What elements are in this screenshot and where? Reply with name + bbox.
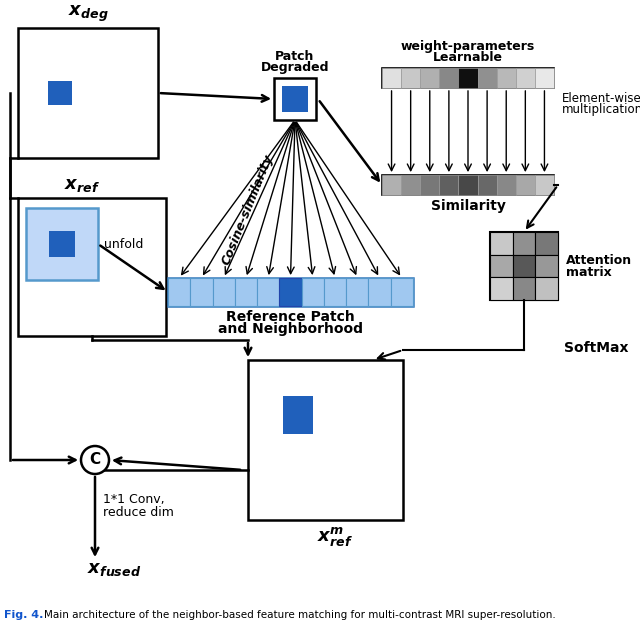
Text: Learnable: Learnable [433,51,503,64]
Bar [477,68,497,88]
Text: Attention: Attention [566,253,632,266]
Bar [477,175,497,195]
Bar [516,68,535,88]
Bar [282,86,308,112]
Bar [257,278,280,306]
Bar [401,68,420,88]
Bar [535,277,558,300]
Bar [369,278,391,306]
Bar [190,278,212,306]
Text: Main architecture of the neighbor-based feature matching for multi-contrast MRI : Main architecture of the neighbor-based … [44,610,556,620]
Bar [535,68,554,88]
Bar [490,277,513,300]
Text: SoftMax: SoftMax [564,341,628,355]
Bar [248,360,403,520]
Bar [274,78,316,120]
Bar [513,277,535,300]
Bar [283,396,313,434]
Bar [497,175,516,195]
Bar [513,255,535,277]
Bar [535,255,558,277]
Bar [439,68,458,88]
Text: unfold: unfold [104,237,143,250]
Bar [497,68,516,88]
Text: reduce dim: reduce dim [103,506,174,520]
Bar [382,68,401,88]
Bar [18,28,158,158]
Bar [420,175,439,195]
Text: and Neighborhood: and Neighborhood [218,322,363,336]
Bar [490,255,513,277]
Text: 1*1 Conv,: 1*1 Conv, [103,493,164,506]
Circle shape [81,446,109,474]
Bar [280,278,301,306]
Bar [458,68,477,88]
Bar [49,231,75,257]
Bar [26,208,98,280]
Text: $\bfit{x}_{deg}$: $\bfit{x}_{deg}$ [68,4,108,24]
Text: Cosine-similarity: Cosine-similarity [220,153,276,268]
Bar [382,175,554,195]
Text: $\bfit{x}_{fused}$: $\bfit{x}_{fused}$ [87,560,141,578]
Bar [382,175,401,195]
Text: Degraded: Degraded [260,61,329,74]
Bar [18,198,166,336]
Text: C: C [90,452,100,467]
Bar [346,278,369,306]
Text: $\bfit{x}_{ref}$: $\bfit{x}_{ref}$ [64,176,100,194]
Text: Patch: Patch [275,50,315,63]
Text: Similarity: Similarity [431,199,506,213]
Bar [513,232,535,255]
Text: multiplication: multiplication [562,104,640,116]
Bar [212,278,235,306]
Bar [420,68,439,88]
Bar [168,278,190,306]
Text: matrix: matrix [566,266,612,278]
Bar [439,175,458,195]
Bar [382,68,554,88]
Bar [490,232,513,255]
Bar [458,175,477,195]
Bar [535,175,554,195]
Text: Fig. 4.: Fig. 4. [4,610,44,620]
Bar [535,232,558,255]
Text: Element-wise: Element-wise [562,92,640,104]
Bar [516,175,535,195]
Bar [401,175,420,195]
Text: Reference Patch: Reference Patch [226,310,355,324]
Text: $\bfit{x}_{ref}^{m}$: $\bfit{x}_{ref}^{m}$ [317,526,353,549]
Text: weight-parameters: weight-parameters [401,40,535,53]
Bar [235,278,257,306]
Bar [391,278,413,306]
Bar [168,278,413,306]
Bar [301,278,324,306]
Bar [48,81,72,105]
Bar [490,232,558,300]
Bar [324,278,346,306]
